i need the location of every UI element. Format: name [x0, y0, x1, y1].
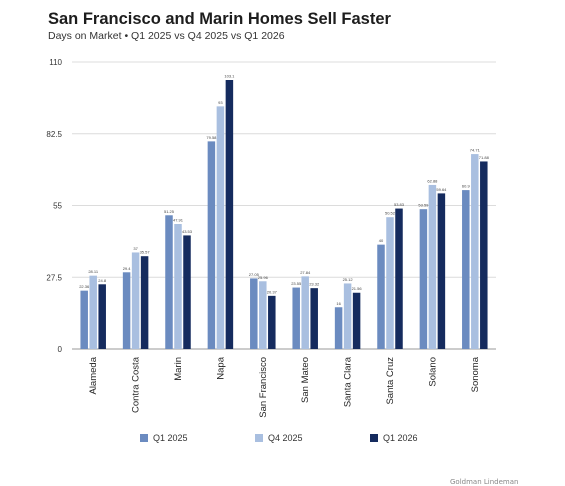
data-label: 27.05	[249, 272, 260, 277]
bar-q4-2025	[89, 275, 97, 349]
data-label: 93	[218, 100, 223, 105]
data-label: 51.25	[164, 209, 175, 214]
legend-label: Q1 2026	[383, 433, 418, 443]
data-label: 23.55	[291, 281, 302, 286]
bar-q1-2025	[165, 215, 173, 349]
data-label: 79.58	[206, 135, 217, 140]
data-label: 16	[336, 301, 341, 306]
y-tick-label: 0	[58, 345, 63, 354]
bar-q1-2025	[462, 190, 470, 349]
data-label: 23.32	[309, 282, 320, 287]
x-tick-label: San Francisco	[258, 357, 269, 418]
data-label: 59.64	[436, 187, 447, 192]
bar-q1-2026	[480, 161, 488, 349]
bar-q1-2025	[377, 244, 385, 349]
bar-q1-2025	[334, 307, 343, 349]
data-label: 27.84	[300, 270, 311, 275]
legend-swatch	[370, 434, 378, 442]
bar-q4-2025	[216, 106, 225, 349]
bar-q4-2025	[428, 184, 437, 349]
bar-q1-2026	[225, 80, 234, 350]
bar-q1-2025	[122, 272, 131, 349]
x-tick-label: San Mateo	[300, 357, 311, 403]
data-label: 53.59	[418, 203, 429, 208]
data-label: 53.83	[394, 202, 405, 207]
bar-q1-2026	[183, 235, 191, 349]
bar-q4-2025	[343, 283, 352, 349]
y-tick-label: 110	[49, 58, 62, 67]
data-label: 103.1	[224, 74, 235, 79]
data-label: 24.8	[98, 278, 107, 283]
bar-q1-2025	[207, 141, 216, 349]
legend-label: Q4 2025	[268, 433, 303, 443]
x-tick-label: Napa	[215, 356, 226, 379]
bar-q4-2025	[174, 223, 182, 349]
data-label: 25.12	[343, 277, 354, 282]
legend-label: Q1 2025	[153, 433, 188, 443]
y-tick-label: 27.5	[46, 273, 62, 282]
x-tick-label: Santa Clara	[343, 356, 354, 407]
data-label: 28.11	[88, 269, 98, 274]
bar-q1-2025	[80, 290, 88, 349]
data-label: 29.4	[123, 266, 132, 271]
bar-q1-2025	[419, 209, 428, 349]
bar-q4-2025	[259, 281, 267, 349]
data-label: 37	[133, 246, 138, 251]
y-tick-label: 82.5	[46, 130, 62, 139]
x-tick-label: Solano	[427, 357, 438, 387]
data-label: 35.57	[140, 250, 151, 255]
bar-q1-2025	[250, 278, 258, 349]
bar-q1-2026	[268, 295, 276, 349]
y-tick-label: 55	[53, 202, 62, 211]
bar-q1-2026	[437, 193, 446, 349]
data-label: 25.96	[258, 275, 269, 280]
bar-q4-2025	[471, 154, 479, 349]
data-label: 43.53	[182, 229, 193, 234]
bar-q4-2025	[386, 217, 394, 349]
data-label: 50.52	[385, 211, 396, 216]
data-label: 60.9	[462, 184, 471, 189]
credit-text: Goldman Lindeman	[450, 478, 519, 486]
data-label: 21.56	[352, 286, 363, 291]
data-label: 40	[379, 238, 384, 243]
bar-q1-2025	[292, 287, 300, 349]
x-tick-label: Sonoma	[470, 356, 481, 392]
bar-q1-2026	[98, 284, 106, 349]
bar-q1-2026	[310, 288, 318, 349]
bar-q1-2026	[395, 208, 403, 349]
x-tick-label: Alameda	[88, 356, 99, 394]
data-label: 22.36	[79, 284, 90, 289]
data-label: 71.88	[479, 155, 490, 160]
chart-subtitle: Days on Market • Q1 2025 vs Q4 2025 vs Q…	[48, 30, 285, 42]
data-label: 47.91	[173, 217, 184, 222]
legend-swatch	[255, 434, 263, 442]
bar-q1-2026	[140, 256, 149, 349]
data-label: 62.88	[427, 178, 438, 183]
x-tick-label: Marin	[173, 357, 184, 381]
data-label: 74.71	[470, 148, 481, 153]
chart-title: San Francisco and Marin Homes Sell Faste…	[48, 10, 391, 28]
bar-q4-2025	[301, 276, 309, 349]
bar-q4-2025	[131, 252, 140, 349]
legend-swatch	[140, 434, 148, 442]
data-label: 20.37	[267, 289, 278, 294]
x-tick-label: Contra Costa	[131, 356, 142, 413]
x-tick-label: Santa Cruz	[385, 357, 396, 405]
bar-q1-2026	[352, 292, 361, 349]
